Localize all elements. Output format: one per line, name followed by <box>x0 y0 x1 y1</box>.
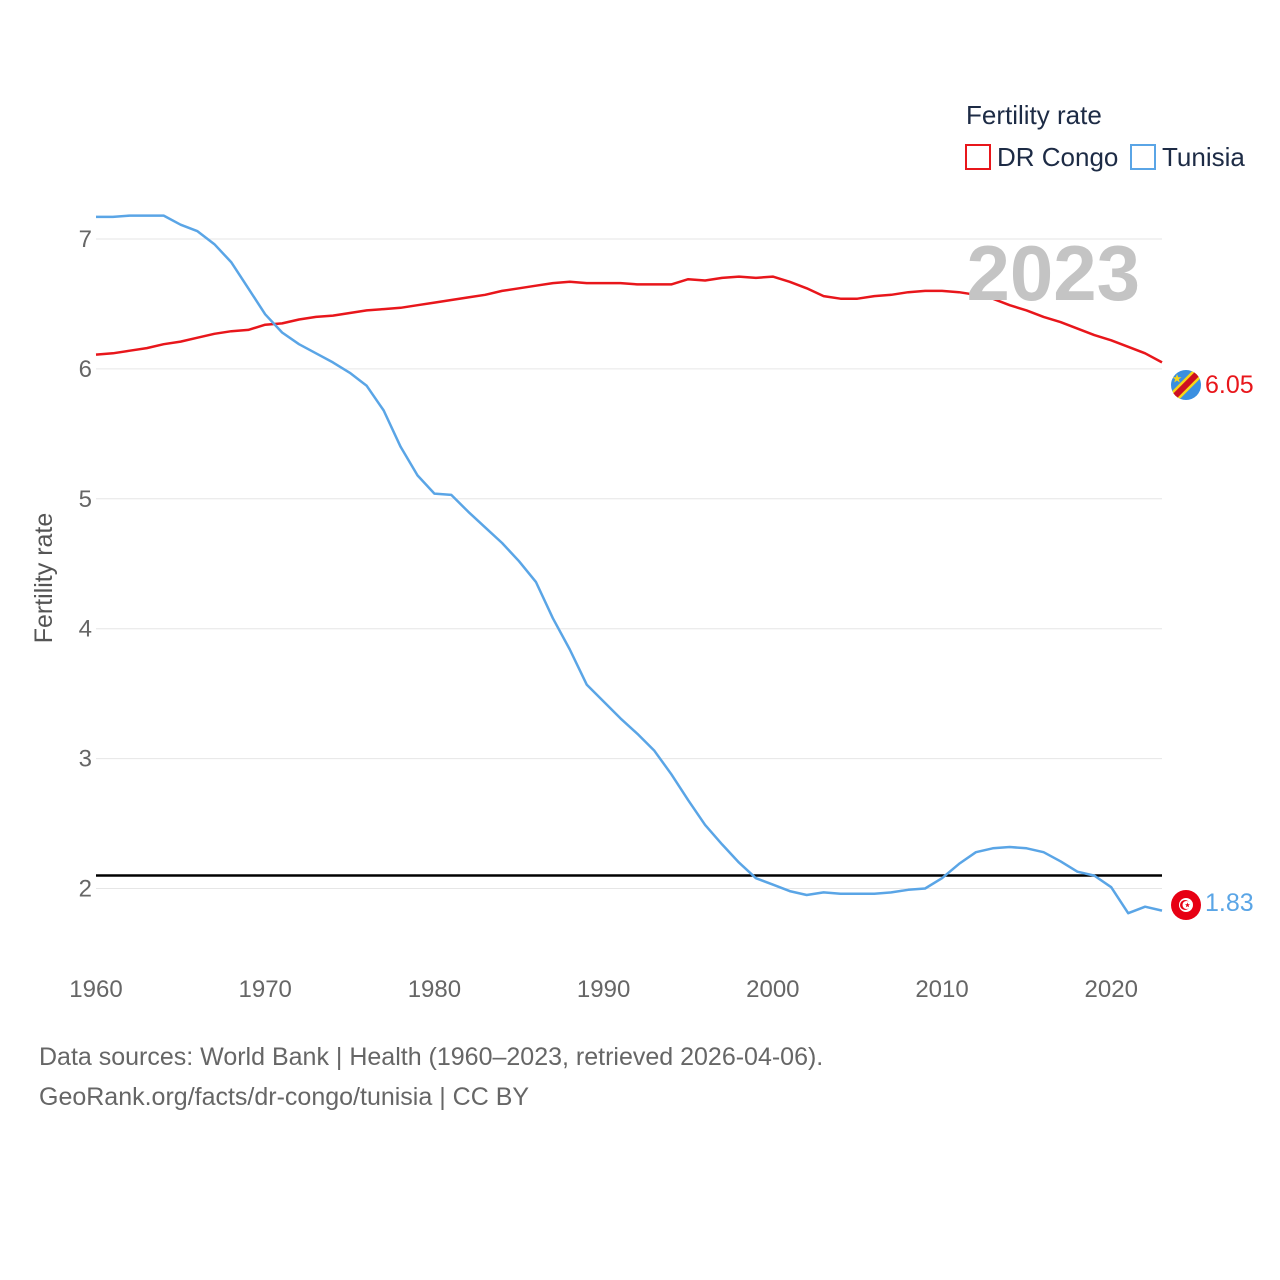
x-tick-label: 2000 <box>746 976 799 1003</box>
footer-sources: Data sources: World Bank | Health (1960–… <box>39 1043 824 1071</box>
legend: Fertility rate DR Congo Tunisia <box>965 100 1245 172</box>
y-axis-ticks: 2 3 4 5 6 7 <box>79 226 92 903</box>
x-tick-label: 1990 <box>577 976 630 1003</box>
x-tick-label: 1970 <box>239 976 292 1003</box>
dr-congo-flag-icon <box>1171 370 1201 400</box>
current-year-label: 2023 <box>966 229 1140 317</box>
x-tick-label: 2010 <box>915 976 968 1003</box>
y-axis-label: Fertility rate <box>30 513 58 644</box>
series-lines <box>95 214 1163 915</box>
footer-attribution[interactable]: GeoRank.org/facts/dr-congo/tunisia | CC … <box>39 1083 530 1111</box>
grid <box>96 238 1162 890</box>
legend-label-dr-congo: DR Congo <box>997 142 1118 172</box>
legend-label-tunisia: Tunisia <box>1162 142 1245 172</box>
tunisia-end-value: 1.83 <box>1205 889 1254 917</box>
tunisia-flag-icon <box>1171 890 1201 920</box>
y-tick-label: 7 <box>79 226 92 253</box>
y-tick-label: 5 <box>79 486 92 513</box>
legend-swatch-dr-congo <box>965 144 991 170</box>
legend-swatch-tunisia <box>1130 144 1156 170</box>
x-axis-ticks: 1960 1970 1980 1990 2000 2010 2020 <box>69 976 1138 1003</box>
x-tick-label: 2020 <box>1085 976 1138 1003</box>
x-tick-label: 1960 <box>69 976 122 1003</box>
dr-congo-end-value: 6.05 <box>1205 371 1254 399</box>
legend-item-tunisia[interactable]: Tunisia <box>1130 142 1245 172</box>
y-tick-label: 2 <box>79 876 92 903</box>
x-tick-label: 1980 <box>408 976 461 1003</box>
y-tick-label: 4 <box>79 616 92 643</box>
legend-item-dr-congo[interactable]: DR Congo <box>965 142 1118 172</box>
y-tick-label: 6 <box>79 356 92 383</box>
y-tick-label: 3 <box>79 746 92 773</box>
series-line-tunisia[interactable] <box>96 214 1163 915</box>
legend-title: Fertility rate <box>966 100 1102 130</box>
